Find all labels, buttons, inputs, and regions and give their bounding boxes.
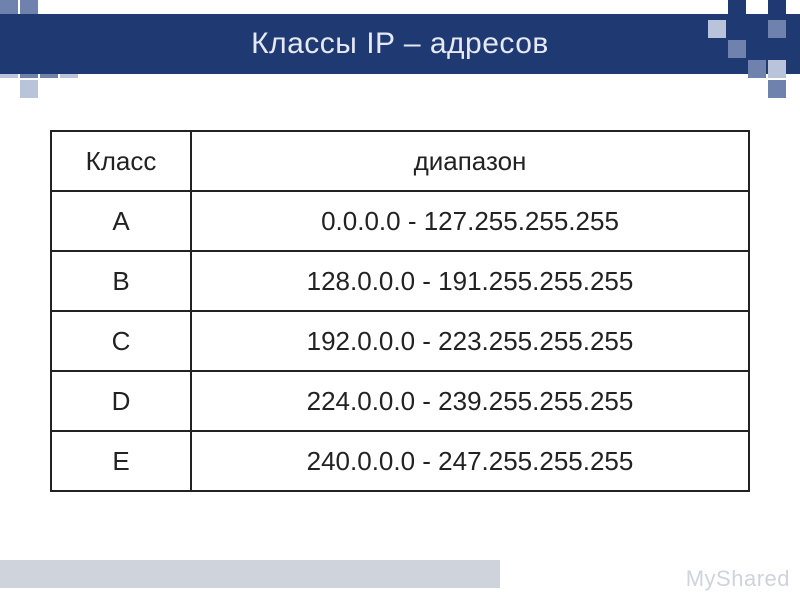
deco-square (0, 80, 18, 98)
column-header-range: диапазон (191, 131, 749, 191)
header-band: Классы IP – адресов (0, 14, 800, 74)
deco-square (20, 80, 38, 98)
deco-square (748, 80, 766, 98)
decoration-right (688, 0, 786, 98)
cell-class: E (51, 431, 191, 491)
deco-square (688, 40, 706, 58)
deco-square (688, 0, 706, 18)
deco-square (768, 20, 786, 38)
deco-square (688, 20, 706, 38)
table-row: D 224.0.0.0 - 239.255.255.255 (51, 371, 749, 431)
table-row: A 0.0.0.0 - 127.255.255.255 (51, 191, 749, 251)
deco-square (748, 40, 766, 58)
deco-square (708, 0, 726, 18)
deco-square (728, 0, 746, 18)
table-row: B 128.0.0.0 - 191.255.255.255 (51, 251, 749, 311)
table-row: E 240.0.0.0 - 247.255.255.255 (51, 431, 749, 491)
cell-range: 0.0.0.0 - 127.255.255.255 (191, 191, 749, 251)
deco-square (768, 40, 786, 58)
deco-square (708, 20, 726, 38)
watermark: MyShared (686, 566, 790, 592)
deco-square (728, 80, 746, 98)
deco-square (708, 80, 726, 98)
deco-square (768, 60, 786, 78)
deco-square (768, 0, 786, 18)
deco-square (708, 40, 726, 58)
deco-square (728, 20, 746, 38)
cell-range: 192.0.0.0 - 223.255.255.255 (191, 311, 749, 371)
page-title: Классы IP – адресов (251, 27, 549, 61)
deco-square (728, 60, 746, 78)
cell-class: B (51, 251, 191, 311)
deco-square (748, 0, 766, 18)
deco-square (728, 40, 746, 58)
cell-class: A (51, 191, 191, 251)
deco-square (748, 60, 766, 78)
cell-class: C (51, 311, 191, 371)
table-header-row: Класс диапазон (51, 131, 749, 191)
deco-square (688, 80, 706, 98)
cell-class: D (51, 371, 191, 431)
deco-square (768, 80, 786, 98)
deco-square (748, 20, 766, 38)
ip-class-table-wrap: Класс диапазон A 0.0.0.0 - 127.255.255.2… (50, 130, 750, 492)
deco-square (60, 80, 78, 98)
cell-range: 128.0.0.0 - 191.255.255.255 (191, 251, 749, 311)
deco-square (688, 60, 706, 78)
cell-range: 224.0.0.0 - 239.255.255.255 (191, 371, 749, 431)
deco-square (80, 80, 98, 98)
cell-range: 240.0.0.0 - 247.255.255.255 (191, 431, 749, 491)
ip-class-table: Класс диапазон A 0.0.0.0 - 127.255.255.2… (50, 130, 750, 492)
column-header-class: Класс (51, 131, 191, 191)
deco-square (708, 60, 726, 78)
deco-square (40, 80, 58, 98)
footer-bar (0, 560, 500, 588)
table-row: C 192.0.0.0 - 223.255.255.255 (51, 311, 749, 371)
